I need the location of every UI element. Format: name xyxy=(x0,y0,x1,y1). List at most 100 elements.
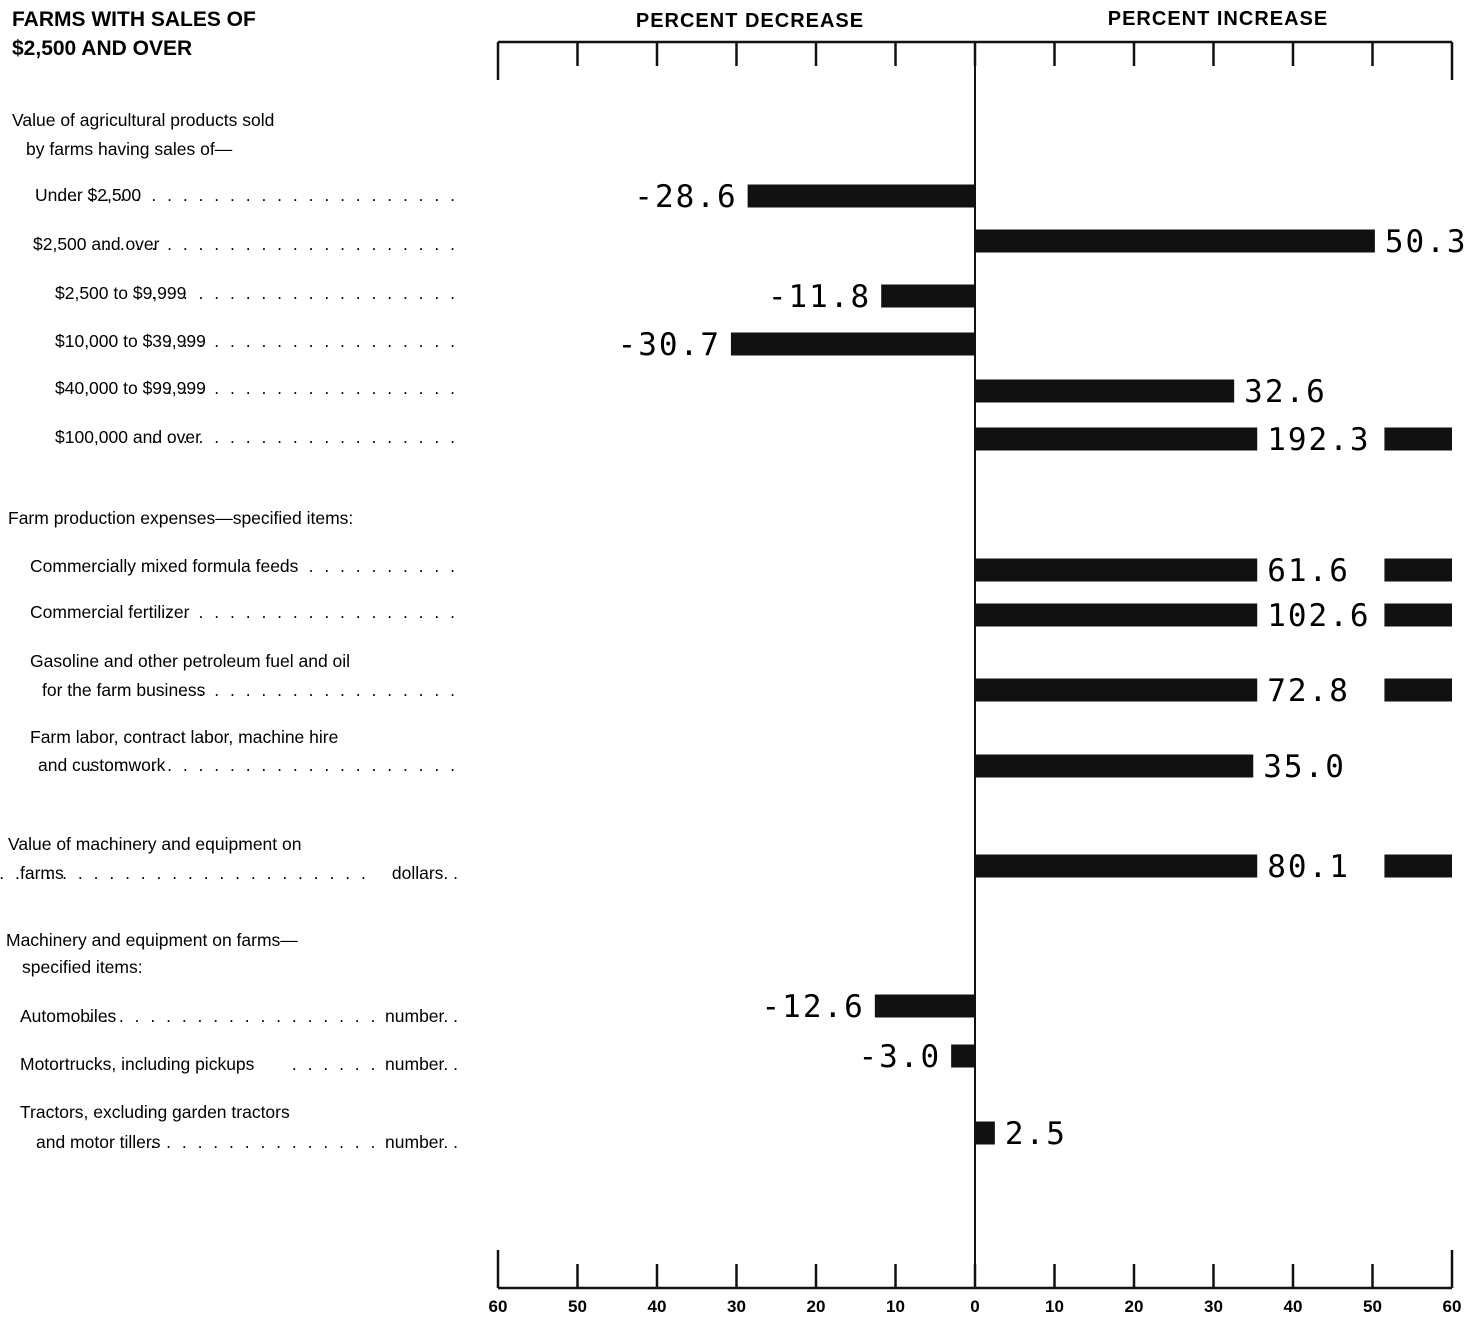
bar-overflow-segment xyxy=(1384,427,1452,451)
section-heading-h3: Machinery and equipment on farms— xyxy=(6,930,298,950)
category-label: Gasoline and other petroleum fuel and oi… xyxy=(30,651,350,671)
section-heading-h1: Value of agricultural products sold xyxy=(12,110,274,130)
bar-overflow-segment xyxy=(1384,854,1452,878)
x-tick-label: 30 xyxy=(1204,1297,1223,1316)
category-label: $2,500 and over xyxy=(33,234,160,254)
section-heading-h2: Farm production expenses—specified items… xyxy=(8,508,353,528)
value-label: -30.7 xyxy=(618,327,721,363)
category-row: $2,500 to $9,999. . . . . . . . . . . . … xyxy=(55,283,458,303)
unit-label: number. . xyxy=(385,1006,458,1026)
category-row: $10,000 to $39,999. . . . . . . . . . . … xyxy=(55,331,458,351)
category-label: $10,000 to $39,999 xyxy=(55,331,206,351)
value-label: -3.0 xyxy=(858,1039,941,1075)
x-tick-label: 40 xyxy=(1284,1297,1303,1316)
percent-increase-header: PERCENT INCREASE xyxy=(1108,8,1328,30)
category-row: Under $2,500. . . . . . . . . . . . . . … xyxy=(35,185,458,205)
category-label: and motor tillers xyxy=(36,1132,161,1152)
category-label: farms xyxy=(20,863,64,883)
leader-dots: . . . . . . . . . . . . . . . . . . . xyxy=(167,378,458,398)
leader-dots: . . . . . . . . . . . . . . . . . . . . … xyxy=(56,1006,378,1026)
bar xyxy=(975,854,1258,878)
category-label: $40,000 to $99,999 xyxy=(55,378,206,398)
category-row: Tractors, excluding garden tractors and m… xyxy=(20,1102,458,1152)
category-row: $2,500 and over. . . . . . . . . . . . .… xyxy=(33,234,458,254)
leader-dots: . . . . . . . . . . . . . . . . . . . xyxy=(167,602,458,622)
x-tick-label: 40 xyxy=(648,1297,667,1316)
unit-label: number. . xyxy=(385,1132,458,1152)
axes: 60 50 40 30 20 10 0 10 20 30 40 50 60 xyxy=(489,40,1461,1316)
category-row: Farm labor, contract labor, machine hire… xyxy=(30,727,455,775)
value-label: 35.0 xyxy=(1263,749,1346,785)
value-label: -11.8 xyxy=(768,279,871,315)
category-label: Motortrucks, including pickups xyxy=(20,1054,255,1074)
bar xyxy=(874,994,975,1018)
category-row: Motortrucks, including pickups number. ..… xyxy=(20,1054,458,1074)
x-tick-label: 30 xyxy=(727,1297,746,1316)
chart-title-line-2: $2,500 AND OVER xyxy=(12,37,192,60)
category-row: Commercially mixed formula feeds . . . . … xyxy=(30,556,458,576)
bar xyxy=(975,229,1375,253)
category-row: Automobiles number. . . . . . . . . . . . … xyxy=(20,1006,458,1026)
category-label: $2,500 to $9,999 xyxy=(55,283,186,303)
value-label: 80.1 xyxy=(1267,849,1350,885)
unit-label: dollars. . xyxy=(392,863,458,883)
leader-dots: . . . . . . . . . . . . . . . . . . . . xyxy=(151,427,458,447)
category-label: Commercial fertilizer xyxy=(30,602,190,622)
x-tick-label: 20 xyxy=(1125,1297,1144,1316)
bar xyxy=(881,284,975,308)
percent-decrease-header: PERCENT DECREASE xyxy=(636,10,864,32)
category-label: Tractors, excluding garden tractors xyxy=(20,1102,290,1122)
category-label: Farm labor, contract labor, machine hire xyxy=(30,727,338,747)
leader-dots: . . . . . . . . . . . . . . . . . . . . … xyxy=(0,863,369,883)
bar xyxy=(975,558,1258,582)
category-labels: Value of agricultural products sold by fa… xyxy=(0,110,458,1152)
value-label: 72.8 xyxy=(1267,673,1350,709)
value-label: 32.6 xyxy=(1244,374,1327,410)
bar xyxy=(975,1121,995,1145)
leader-dots: . . . . . . . . . . xyxy=(309,556,458,576)
category-row: $100,000 and over. . . . . . . . . . . .… xyxy=(55,427,458,447)
category-label: Value of machinery and equipment on xyxy=(8,834,301,854)
value-label: 50.3 xyxy=(1385,224,1468,260)
value-label: 2.5 xyxy=(1005,1116,1067,1152)
leader-dots: . . . . . . . . . . . . . . . . . . . . … xyxy=(104,234,458,254)
bar-overflow-segment xyxy=(1384,678,1452,702)
category-row: Commercial fertilizer. . . . . . . . . .… xyxy=(30,602,458,622)
x-tick-label: 0 xyxy=(970,1297,979,1316)
bar xyxy=(730,332,975,356)
leader-dots: . . . . . . . . . . . . . . . . . . . . … xyxy=(136,283,458,303)
x-tick-label: 50 xyxy=(1363,1297,1382,1316)
bar-overflow-segment xyxy=(1384,558,1452,582)
bar xyxy=(975,603,1258,627)
bar-overflow-segment xyxy=(1384,603,1452,627)
leader-dots: . . . . . . . . . . . . . . . . . . xyxy=(183,680,458,700)
leader-dots: . . . . . . . . . . . . . . . xyxy=(150,1132,378,1152)
value-label: -12.6 xyxy=(762,989,865,1025)
value-label: 102.6 xyxy=(1267,598,1370,634)
leader-dots: . . . . . . . . . . . . . . . . . . . . … xyxy=(57,185,458,205)
leader-dots: . . . . . . . . . . . . . . . . . . . xyxy=(167,331,458,351)
x-tick-label: 10 xyxy=(886,1297,905,1316)
x-tick-label: 60 xyxy=(489,1297,508,1316)
category-row: Value of machinery and equipment on farms… xyxy=(0,834,458,883)
bar xyxy=(975,754,1254,778)
value-label: 61.6 xyxy=(1267,553,1350,589)
bar xyxy=(975,427,1258,451)
value-label: 192.3 xyxy=(1267,422,1370,458)
bar xyxy=(975,678,1258,702)
category-label: and customwork xyxy=(38,755,166,775)
x-tick-label: 10 xyxy=(1045,1297,1064,1316)
bars: -28.6 50.3 -11.8 -30.7 32.6 192.3 61.6 102.6 72.… xyxy=(618,179,1468,1152)
category-label: Under $2,500 xyxy=(35,185,141,205)
category-label: for the farm business xyxy=(42,680,206,700)
leader-dots: . . . . . . xyxy=(292,1054,378,1074)
bar xyxy=(951,1044,975,1068)
chart-title-line-1: FARMS WITH SALES OF xyxy=(12,8,256,31)
section-heading-h1: by farms having sales of— xyxy=(26,139,233,159)
bar xyxy=(747,184,975,208)
category-row: $40,000 to $99,999. . . . . . . . . . . … xyxy=(55,378,458,398)
category-label: Commercially mixed formula feeds xyxy=(30,556,299,576)
x-tick-label: 20 xyxy=(807,1297,826,1316)
value-label: -28.6 xyxy=(634,179,737,215)
